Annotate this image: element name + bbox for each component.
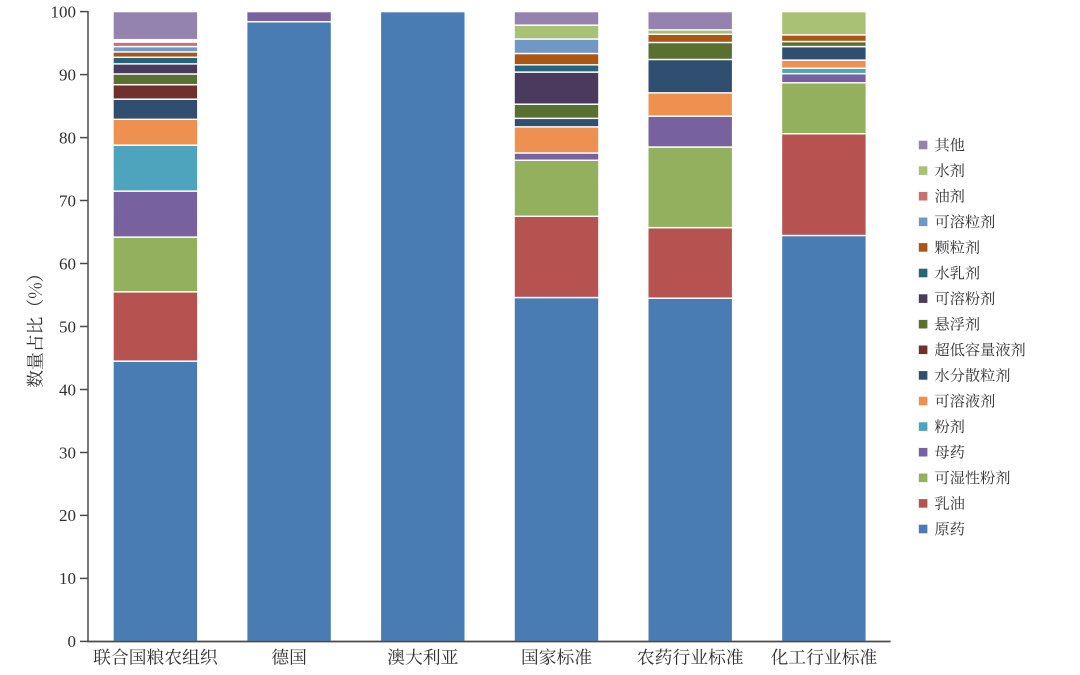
svg-text:100: 100 bbox=[51, 2, 77, 21]
svg-text:60: 60 bbox=[59, 254, 76, 273]
svg-text:30: 30 bbox=[59, 443, 76, 462]
svg-text:40: 40 bbox=[59, 380, 76, 399]
svg-text:20: 20 bbox=[59, 506, 76, 525]
svg-text:90: 90 bbox=[59, 65, 76, 84]
svg-text:80: 80 bbox=[59, 128, 76, 147]
svg-text:10: 10 bbox=[59, 569, 76, 588]
svg-text:70: 70 bbox=[59, 191, 76, 210]
svg-text:0: 0 bbox=[68, 632, 77, 651]
svg-text:50: 50 bbox=[59, 317, 76, 336]
